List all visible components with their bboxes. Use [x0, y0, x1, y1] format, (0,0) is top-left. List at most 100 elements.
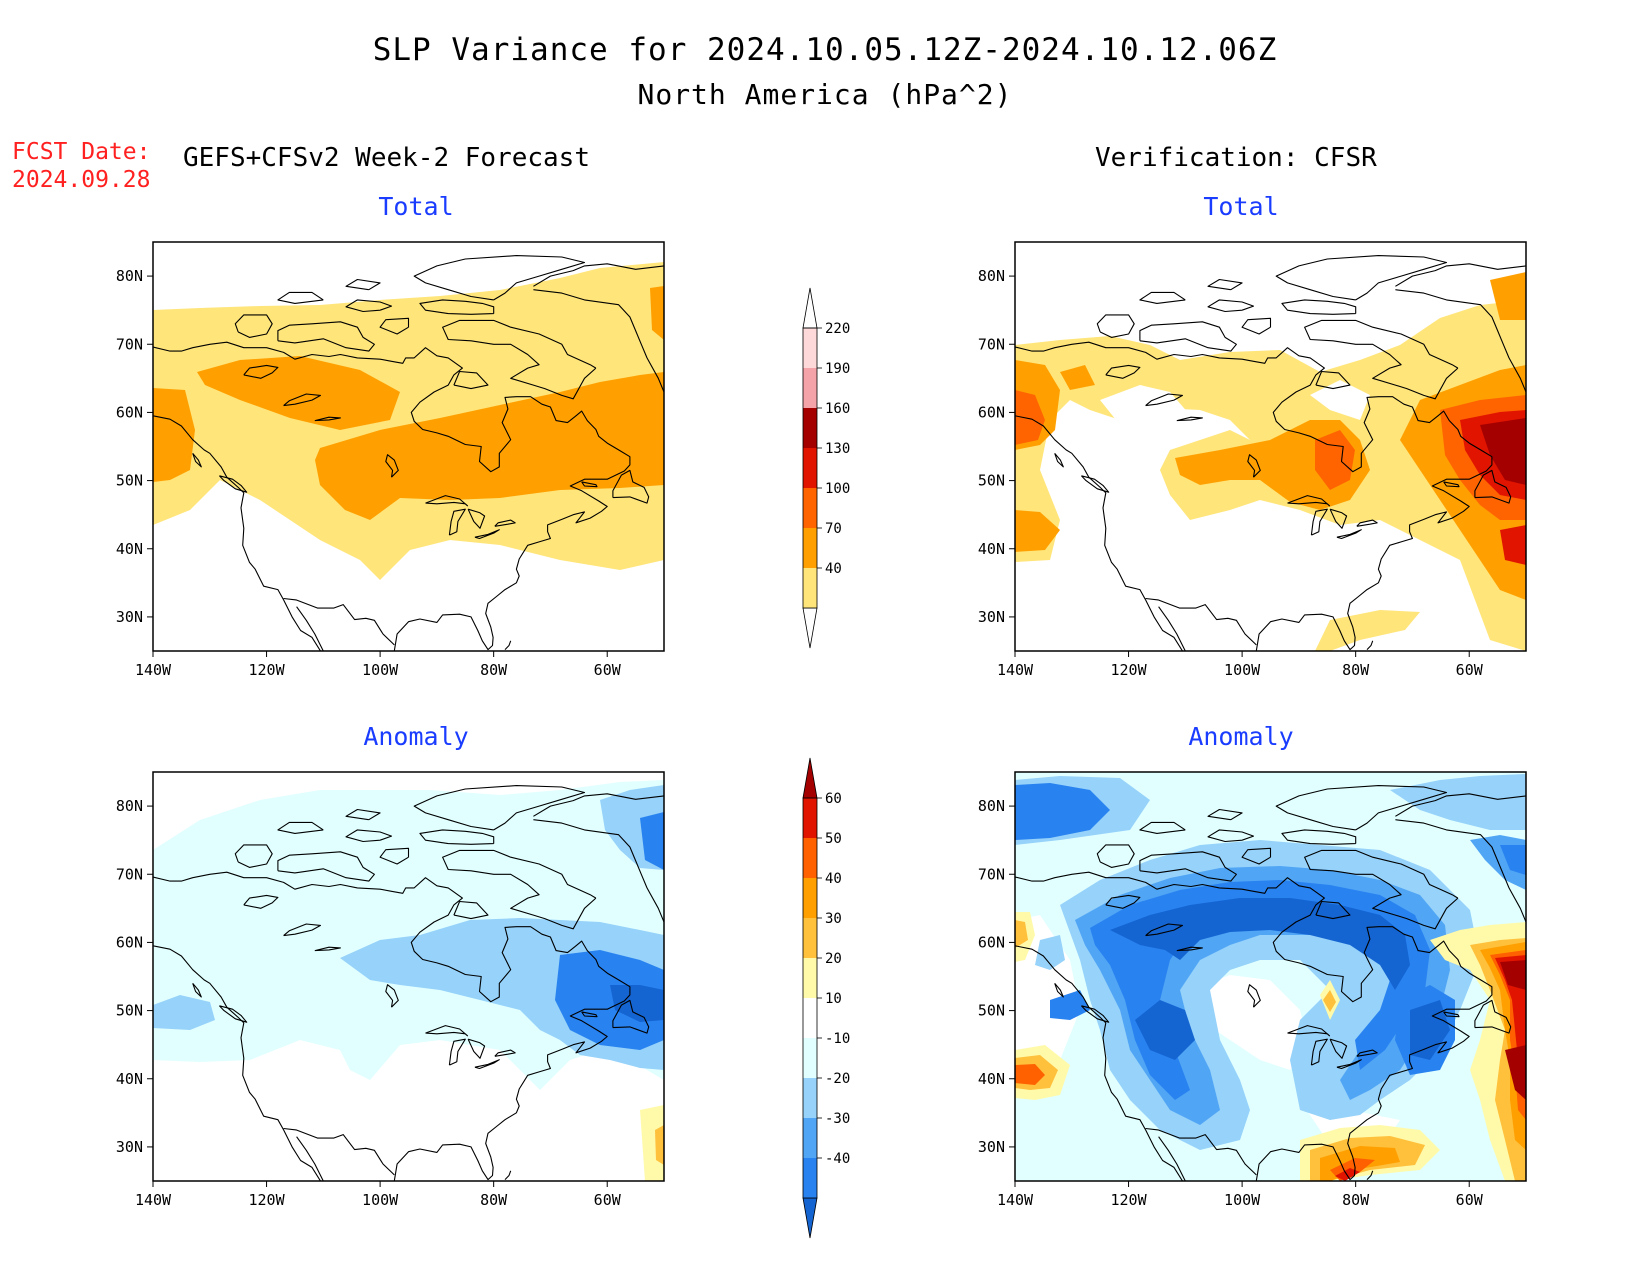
chart-title: SLP Variance for 2024.10.05.12Z-2024.10.…: [372, 32, 1278, 68]
map-forecast-total: [152, 241, 665, 652]
coastline-segment: [419, 829, 495, 845]
shading-verification-anomaly: [1015, 772, 1526, 1181]
map-frame: [152, 241, 665, 652]
coastline-segment: [442, 849, 597, 930]
lat-tick-label: 50N: [978, 1002, 1005, 1020]
lon-tick-label: 60W: [594, 661, 622, 679]
coastline-segment: [153, 415, 321, 651]
coastline-segment: [1145, 393, 1184, 407]
coastline-segment: [283, 923, 322, 937]
coastline-segment: [277, 821, 324, 834]
coastline-segment: [243, 364, 279, 379]
coastline-segment: [277, 291, 324, 304]
coastline-segment: [425, 495, 469, 507]
coastline-segment: [494, 1049, 516, 1057]
coastline-segment: [1395, 793, 1526, 817]
colorbar-label: 40: [825, 561, 842, 577]
coastline-segment: [467, 1038, 486, 1059]
coastline-segment: [1096, 844, 1135, 868]
lat-tick-label: 70N: [116, 335, 143, 353]
coastline-segment: [234, 314, 273, 338]
fcst-date: FCST Date: 2024.09.28: [12, 138, 150, 194]
colorbar-segment: [803, 1078, 817, 1118]
coastline-segment: [453, 370, 489, 390]
coastline-segment: [1395, 819, 1526, 923]
coastline-segment: [1015, 871, 1493, 1181]
coastline-segment: [494, 519, 516, 527]
coastline-segment: [1395, 263, 1526, 287]
coastline-segment: [1366, 1170, 1374, 1180]
lat-tick-label: 40N: [978, 540, 1005, 558]
coastline-segment: [1247, 984, 1261, 1008]
lon-tick-label: 100W: [1224, 1191, 1261, 1209]
lat-tick-label: 80N: [116, 797, 143, 815]
colorbar-label: 220: [825, 321, 850, 337]
coastline-segment: [314, 946, 341, 952]
lon-tick-label: 120W: [1110, 1191, 1147, 1209]
colorbar-segment: [803, 838, 817, 878]
coastlines: [153, 255, 1526, 1181]
coastline-segment: [581, 481, 598, 488]
coastline-segment: [612, 469, 650, 504]
coastline-segment: [1310, 508, 1328, 536]
lat-tick-label: 40N: [116, 540, 143, 558]
coastline-segment: [474, 1059, 500, 1070]
coastline-segment: [581, 1011, 598, 1018]
map-frame: [1014, 241, 1527, 652]
lat-tick-label: 80N: [978, 267, 1005, 285]
coastline-segment: [379, 317, 410, 335]
lon-tick-label: 120W: [248, 1191, 285, 1209]
coastline-segment: [243, 894, 279, 909]
coastline-segment: [1443, 481, 1460, 488]
colorbar-label: 60: [825, 791, 842, 807]
colorbar-segment: [803, 568, 817, 608]
coastline-segment: [345, 808, 381, 821]
coastline-segment: [1275, 255, 1448, 301]
coastline-segment: [385, 984, 399, 1008]
map-frame: [1014, 771, 1527, 1182]
colorbar-label: 50: [825, 831, 842, 847]
colorbar-total: 40 70 100 130 160 190 220: [802, 287, 850, 649]
colorbar-label: 190: [825, 361, 850, 377]
coastline-segment: [1158, 606, 1186, 651]
coastline-segment: [219, 1005, 248, 1023]
coastline-segment: [1054, 452, 1064, 468]
coastline-segment: [1105, 364, 1141, 379]
colorbar-segment: [803, 1038, 817, 1078]
coastline-segment: [442, 319, 597, 400]
lon-tick-label: 100W: [362, 1191, 399, 1209]
lon-tick-label: 80W: [1342, 1191, 1370, 1209]
colorbar-end-high: [802, 287, 818, 329]
lat-tick-label: 60N: [116, 933, 143, 951]
lon-tick-label: 80W: [480, 661, 508, 679]
coastline-segment: [1145, 597, 1257, 646]
colorbar-label: 10: [825, 991, 842, 1007]
coastline-segment: [1356, 1049, 1378, 1057]
colorbar-segment: [803, 408, 817, 448]
colorbar-label: 20: [825, 951, 842, 967]
coastline-segment: [277, 321, 375, 352]
coastline-segment: [1241, 317, 1272, 335]
coastline-segment: [1329, 1038, 1348, 1059]
map-frame: [152, 771, 665, 1182]
lat-tick-label: 80N: [978, 797, 1005, 815]
coastline-segment: [504, 1170, 512, 1180]
coastline-segment: [1287, 495, 1331, 507]
colorbar-label: 160: [825, 401, 850, 417]
lon-tick-label: 60W: [1456, 661, 1484, 679]
lon-tick-label: 60W: [594, 1191, 622, 1209]
lon-tick-label: 100W: [1224, 661, 1261, 679]
coastline-segment: [1015, 341, 1493, 651]
coastline-segment: [1287, 1025, 1331, 1037]
colorbar-segment: [803, 998, 817, 1038]
coastline-segment: [467, 508, 486, 529]
chart-subtitle: North America (hPa^2): [637, 78, 1013, 111]
lat-tick-label: 30N: [116, 1138, 143, 1156]
lat-tick-label: 50N: [978, 472, 1005, 490]
colorbar-segment: [803, 798, 817, 838]
colorbar-segment: [803, 328, 817, 368]
colorbar-segment: [803, 448, 817, 488]
lat-tick-label: 30N: [978, 608, 1005, 626]
coastline-segment: [1304, 319, 1459, 400]
